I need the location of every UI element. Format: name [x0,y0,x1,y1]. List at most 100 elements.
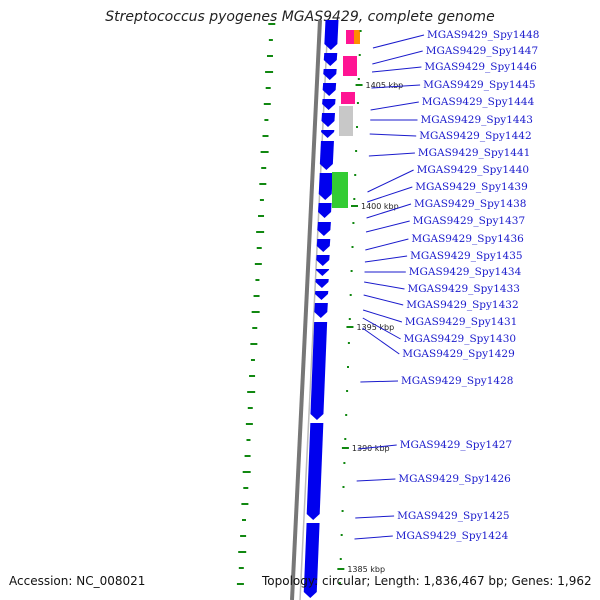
gene-label: MGAS9429_Spy1445 [423,79,535,91]
ruler-label: 1405 kbp [366,81,404,90]
ruler-tick [337,568,345,570]
ruler-minor-tick [357,78,360,80]
gc-tick [264,119,269,121]
gene-arrow [310,322,328,420]
leader-line [369,133,417,137]
leader-line [367,169,414,193]
gc-tick [238,551,247,553]
gene-label: MGAS9429_Spy1436 [411,233,524,245]
gene-label: MGAS9429_Spy1440 [417,164,529,176]
leader-line [360,380,399,383]
gene-label: MGAS9429_Spy1432 [406,299,518,311]
leader-line [362,317,401,340]
gene-label: MGAS9429_Spy1437 [413,215,525,227]
gene-label: MGAS9429_Spy1433 [408,283,520,295]
gc-tick [265,71,274,73]
leader-line [354,535,393,540]
gc-tick [254,263,262,265]
gene-arrow [324,20,339,50]
feature-pink [346,30,354,44]
gene-label: MGAS9429_Spy1424 [396,530,509,542]
gene-arrow [319,141,334,170]
gc-tick [244,455,251,457]
ruler-minor-tick [339,558,342,560]
gene-track [303,20,339,598]
ruler-minor-tick [355,150,358,152]
ruler-minor-tick [340,534,343,536]
gene-arrow [316,239,331,252]
ruler-minor-tick [348,318,351,320]
gene-label: MGAS9429_Spy1438 [414,198,526,210]
gene-label: MGAS9429_Spy1447 [426,45,538,57]
gc-tick [247,407,253,409]
leader-line [356,478,396,482]
gene-label: MGAS9429_Spy1439 [415,181,527,193]
feature-orange [354,30,360,44]
ruler: 1405 kbp 1400 kbp 1395 kbp 1390 kbp 1385 kbp [337,30,403,584]
leader-line [366,186,413,203]
ruler-tick [351,205,359,207]
feature-pink [341,92,355,104]
gc-tick [268,23,276,25]
accession-text: Accession: NC_008021 [9,574,146,588]
ruler-minor-tick [346,366,349,368]
ruler-minor-tick [352,222,355,224]
ruler-minor-tick [351,246,354,248]
gene-label: MGAS9429_Spy1435 [410,250,522,262]
leader-line [362,327,400,355]
gc-tick [249,375,256,377]
genome-title: Streptococcus pyogenes MGAS9429, complet… [105,9,495,25]
gc-tick [263,103,271,105]
leader-line [368,152,415,157]
gene-arrow [323,53,338,66]
gene-label: MGAS9429_Spy1426 [398,473,511,485]
gc-tick [258,215,265,217]
gc-tick [252,327,258,329]
gene-label: MGAS9429_Spy1434 [409,266,522,278]
feature-pink [343,56,357,76]
gene-label: MGAS9429_Spy1444 [422,96,535,108]
ruler-minor-tick [344,438,347,440]
ruler-minor-tick [345,414,348,416]
leader-line [363,294,404,306]
gene-arrow [317,222,331,236]
gc-tick [247,391,256,393]
gc-tick [243,487,249,489]
gene-arrow [323,69,337,80]
gc-tick [255,279,260,281]
leader-line [372,34,425,49]
ruler-minor-tick [346,390,349,392]
gc-tick [259,199,264,201]
gene-label: MGAS9429_Spy1446 [424,61,537,73]
gc-tick [265,87,271,89]
gene-arrow [318,203,332,218]
gc-tick [251,311,260,313]
leader-line [357,444,397,450]
feature-gray [339,106,353,136]
gene-labels: MGAS9429_Spy1448 MGAS9429_Spy1447 MGAS9429… [354,29,539,542]
gc-tick [256,247,262,249]
gene-arrow [316,255,330,266]
leader-line [355,515,395,519]
gene-label: MGAS9429_Spy1425 [397,510,509,522]
gene-arrow [321,113,336,127]
gene-arrow [321,130,335,138]
leader-line [372,50,423,65]
leader-line [370,101,419,111]
ruler-minor-tick [359,30,362,32]
gene-arrow [306,423,324,520]
ruler-minor-tick [356,126,359,128]
gc-tick [246,439,251,441]
gene-arrow [322,83,337,96]
backbone-arc [290,19,322,600]
ruler-minor-tick [338,582,341,584]
feature-track [332,30,360,208]
gc-tick [250,343,258,345]
gene-label: MGAS9429_Spy1431 [405,316,517,328]
ruler-minor-tick [343,462,346,464]
leader-line [365,220,410,233]
gene-arrow [318,173,333,200]
leader-line [365,238,409,251]
ruler-minor-tick [341,510,344,512]
